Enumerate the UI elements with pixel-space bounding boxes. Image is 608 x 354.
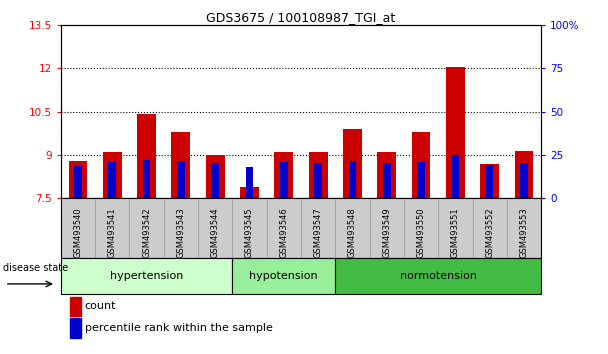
Bar — [95, 198, 130, 258]
Text: GSM493543: GSM493543 — [176, 207, 185, 258]
Text: GSM493550: GSM493550 — [416, 207, 426, 258]
Bar — [71, 318, 81, 338]
Text: GSM493541: GSM493541 — [108, 207, 117, 258]
Text: percentile rank within the sample: percentile rank within the sample — [85, 323, 273, 333]
Bar — [309, 152, 328, 198]
Bar — [280, 162, 288, 198]
Text: count: count — [85, 301, 116, 311]
Bar — [378, 152, 396, 198]
Bar — [301, 198, 335, 258]
Text: GSM493553: GSM493553 — [519, 207, 528, 258]
Bar — [61, 198, 95, 258]
Bar — [343, 129, 362, 198]
Bar — [212, 163, 219, 198]
Bar — [206, 155, 224, 198]
Bar — [108, 162, 116, 198]
Text: normotension: normotension — [399, 271, 477, 281]
Bar — [480, 164, 499, 198]
Bar — [171, 132, 190, 198]
Bar — [274, 152, 293, 198]
Bar — [246, 167, 254, 198]
Bar — [520, 163, 528, 198]
Title: GDS3675 / 100108987_TGI_at: GDS3675 / 100108987_TGI_at — [206, 11, 396, 24]
Text: GSM493542: GSM493542 — [142, 207, 151, 258]
Bar — [61, 258, 232, 294]
Text: GSM493547: GSM493547 — [314, 207, 323, 258]
Text: disease state: disease state — [3, 263, 68, 273]
Bar — [452, 155, 459, 198]
Bar — [232, 258, 335, 294]
Bar — [137, 114, 156, 198]
Text: GSM493545: GSM493545 — [245, 207, 254, 258]
Bar — [177, 161, 185, 198]
Bar — [383, 163, 390, 198]
Bar — [74, 166, 81, 198]
Bar — [514, 150, 533, 198]
Text: GSM493548: GSM493548 — [348, 207, 357, 258]
Bar — [143, 160, 150, 198]
Bar — [417, 162, 425, 198]
Bar — [164, 198, 198, 258]
Bar — [232, 198, 267, 258]
Text: GSM493551: GSM493551 — [451, 207, 460, 258]
Bar — [486, 165, 494, 198]
Bar — [370, 198, 404, 258]
Text: GSM493552: GSM493552 — [485, 207, 494, 258]
Bar — [472, 198, 507, 258]
Bar — [198, 198, 232, 258]
Text: hypertension: hypertension — [110, 271, 183, 281]
Text: GSM493546: GSM493546 — [279, 207, 288, 258]
Bar — [446, 67, 465, 198]
Bar — [404, 198, 438, 258]
Bar — [335, 258, 541, 294]
Bar — [71, 297, 81, 316]
Text: hypotension: hypotension — [249, 271, 318, 281]
Bar — [438, 198, 472, 258]
Bar — [412, 132, 430, 198]
Text: GSM493549: GSM493549 — [382, 207, 391, 258]
Bar — [69, 161, 88, 198]
Bar — [314, 163, 322, 198]
Bar — [335, 198, 370, 258]
Bar — [103, 152, 122, 198]
Bar — [507, 198, 541, 258]
Text: GSM493544: GSM493544 — [211, 207, 219, 258]
Text: GSM493540: GSM493540 — [74, 207, 83, 258]
Bar — [240, 187, 259, 198]
Bar — [267, 198, 301, 258]
Bar — [130, 198, 164, 258]
Bar — [348, 161, 356, 198]
